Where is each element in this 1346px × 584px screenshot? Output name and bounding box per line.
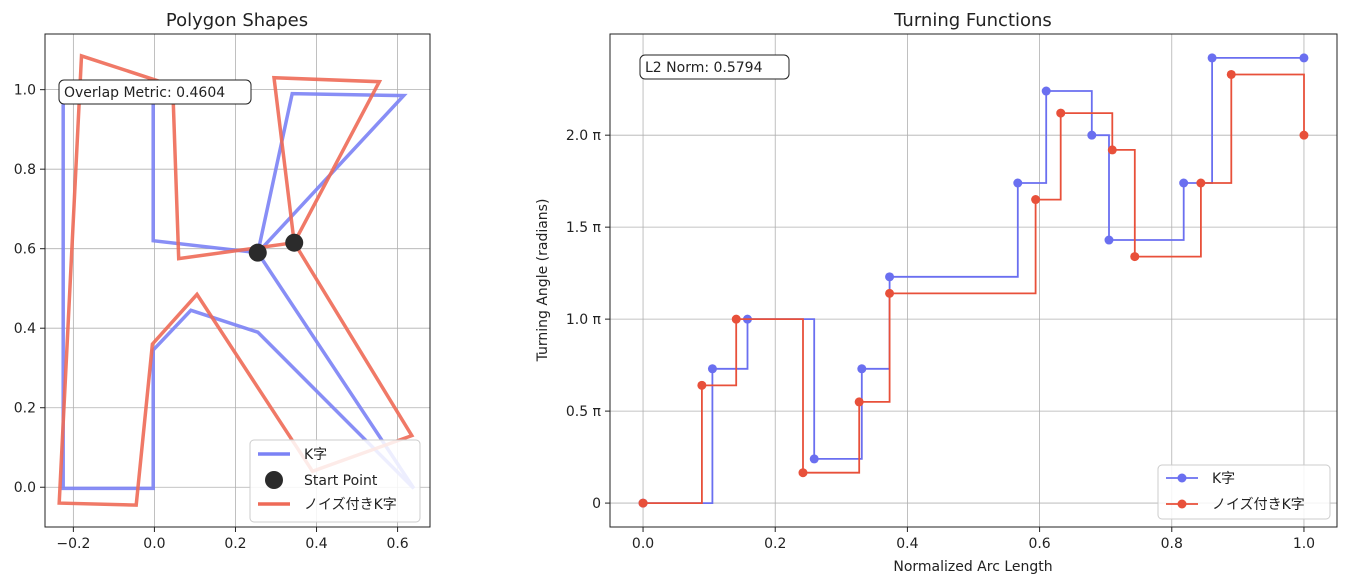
- x-tick-label: 1.0: [1293, 536, 1315, 552]
- legend-label-k: K字: [304, 447, 327, 463]
- x-tick-label: 0.0: [143, 536, 165, 552]
- series-noisy-k-point: [731, 314, 741, 324]
- series-k-point: [1299, 53, 1309, 63]
- l2-norm-text: L2 Norm: 0.5794: [645, 60, 763, 76]
- series-noisy-k-point: [697, 380, 707, 390]
- legend-label-start: Start Point: [304, 473, 378, 489]
- y-tick-label: 1.0: [14, 83, 36, 99]
- overlap-annotation: Overlap Metric: 0.4604: [58, 79, 252, 105]
- y-tick-label: 1.0 π: [566, 312, 602, 328]
- series-noisy-k-step-line: [643, 73, 1305, 504]
- annotation-box: [639, 54, 790, 80]
- series-k-point: [1104, 235, 1114, 245]
- series-noisy-k-point: [1299, 130, 1309, 140]
- legend-box: [1157, 464, 1331, 520]
- y-tick-label: 1.5 π: [566, 220, 602, 236]
- y-tick-label: 0.5 π: [566, 404, 602, 420]
- series-noisy-k-point: [798, 468, 808, 478]
- series-k-point: [885, 272, 895, 282]
- legend-marker-noisy-k: [1177, 499, 1187, 509]
- tick-labels: −0.2 0.0 0.2 0.4 0.6 0.0 0.2 0.4 0.6 0.8 1.0: [14, 83, 409, 552]
- series-noisy-k-point: [1130, 252, 1140, 262]
- annotation-box: [58, 79, 252, 105]
- series-noisy-k-point: [1226, 69, 1236, 79]
- turning-functions-chart: Turning Functions 0.0 0.2 0.4 0.6 0.8 1.0 0 0.5…: [535, 10, 1338, 575]
- legend-swatch-start: [265, 471, 283, 489]
- legend: K字 Start Point ノイズ付きK字: [249, 439, 421, 523]
- tick-labels: 0.0 0.2 0.4 0.6 0.8 1.0 0 0.5 π 1.0 π 1.5 π 2.0 π: [566, 128, 1315, 552]
- series-k-point: [809, 454, 819, 464]
- series-k-point: [707, 364, 717, 374]
- y-tick-label: 0.6: [14, 242, 36, 258]
- y-tick-label: 0.8: [14, 162, 36, 178]
- polygon-shapes-chart: Polygon Shapes −0.2 0.0 0.2 0.4 0.6 0.0 0.2 0.4…: [14, 10, 431, 552]
- series-noisy-k-point: [1031, 195, 1041, 205]
- series-k-point: [1207, 53, 1217, 63]
- series-k-point: [1179, 178, 1189, 188]
- series-k-point: [857, 364, 867, 374]
- y-tick-label: 2.0 π: [566, 128, 602, 144]
- x-tick-label: 0.2: [224, 536, 246, 552]
- x-tick-label: 0.6: [386, 536, 408, 552]
- overlap-metric-text: Overlap Metric: 0.4604: [64, 85, 225, 101]
- series-k-polygon: [61, 87, 416, 491]
- y-tick-label: 0.0: [14, 480, 36, 496]
- grid: [610, 34, 1337, 527]
- series-noisy-k-point: [1056, 108, 1066, 118]
- l2-annotation: L2 Norm: 0.5794: [639, 54, 790, 80]
- x-tick-label: 0.4: [896, 536, 918, 552]
- y-tick-label: 0: [592, 496, 601, 512]
- legend: K字 ノイズ付きK字: [1157, 464, 1331, 520]
- legend-label-k: K字: [1212, 471, 1235, 487]
- legend-label-noisy-k: ノイズ付きK字: [304, 497, 397, 513]
- plot-frame: [609, 33, 1338, 528]
- series-noisy-k-point: [854, 397, 864, 407]
- legend-label-noisy-k: ノイズ付きK字: [1212, 497, 1305, 513]
- series-noisy-k-point: [638, 498, 648, 508]
- start-point-marker: [285, 233, 304, 252]
- y-tick-label: 0.2: [14, 401, 36, 417]
- series-k-point: [1013, 178, 1023, 188]
- x-tick-label: 0.6: [1028, 536, 1050, 552]
- series-layer: [638, 53, 1309, 508]
- series-layer: [57, 53, 416, 507]
- series-noisy-k-point: [885, 288, 895, 298]
- chart-title-turning-functions: Turning Functions: [893, 10, 1052, 31]
- legend-box: [249, 439, 421, 523]
- plot-frame: [44, 33, 431, 528]
- series-k-point: [1087, 130, 1097, 140]
- series-noisy-k-point: [1107, 145, 1117, 155]
- x-tick-label: 0.2: [764, 536, 786, 552]
- x-tick-label: −0.2: [56, 536, 90, 552]
- x-axis-label: Normalized Arc Length: [893, 559, 1052, 575]
- y-tick-label: 0.4: [14, 321, 36, 337]
- x-tick-label: 0.4: [305, 536, 327, 552]
- chart-title-polygon-shapes: Polygon Shapes: [166, 10, 308, 31]
- series-noisy-k-point: [1196, 178, 1206, 188]
- y-axis-label: Turning Angle (radians): [535, 199, 551, 363]
- legend-marker-k: [1177, 473, 1187, 483]
- x-tick-label: 0.0: [632, 536, 654, 552]
- start-point-marker: [248, 243, 267, 262]
- x-tick-label: 0.8: [1161, 536, 1183, 552]
- series-k-point: [1041, 86, 1051, 96]
- series-k-step-line: [643, 57, 1304, 504]
